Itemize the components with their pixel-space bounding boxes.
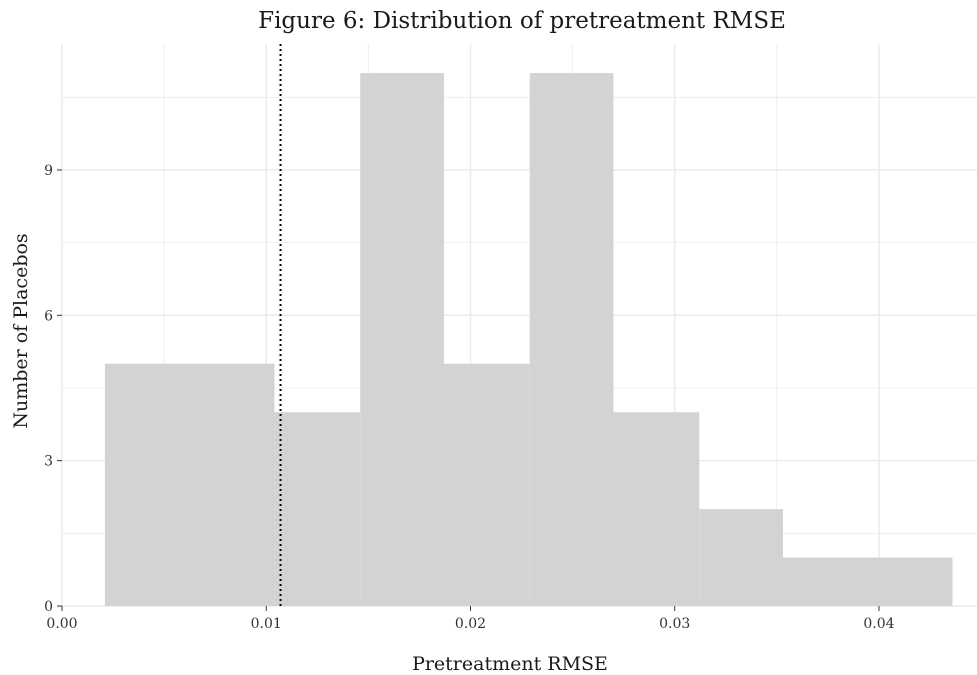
y-tick-label: 6 [44, 308, 53, 324]
histogram-bar-3 [360, 73, 444, 606]
x-axis-title: Pretreatment RMSE [412, 653, 608, 675]
histogram-bar-4 [443, 363, 530, 606]
x-tick-label: 0.03 [659, 616, 690, 632]
bars-layer [104, 73, 953, 606]
x-tick-label: 0.00 [46, 616, 77, 632]
chart-title: Figure 6: Distribution of pretreatment R… [258, 8, 786, 34]
histogram-bar-8 [782, 557, 953, 606]
histogram-bar-2 [274, 412, 361, 606]
y-tick-label: 3 [44, 454, 53, 470]
axes-layer: 0.00 0.01 0.02 0.03 0.04 0 3 6 9 [44, 163, 895, 632]
histogram-bar-5 [529, 73, 614, 606]
x-tick-label: 0.02 [455, 616, 486, 632]
histogram-bar-7 [699, 509, 783, 606]
y-axis-title: Number of Placebos [10, 233, 32, 428]
histogram-bar-6 [613, 412, 700, 606]
x-tick-label: 0.01 [251, 616, 282, 632]
y-tick-label: 0 [44, 599, 53, 615]
x-tick-label: 0.04 [863, 616, 894, 632]
y-tick-label: 9 [44, 163, 53, 179]
histogram-bar-1 [104, 363, 275, 606]
